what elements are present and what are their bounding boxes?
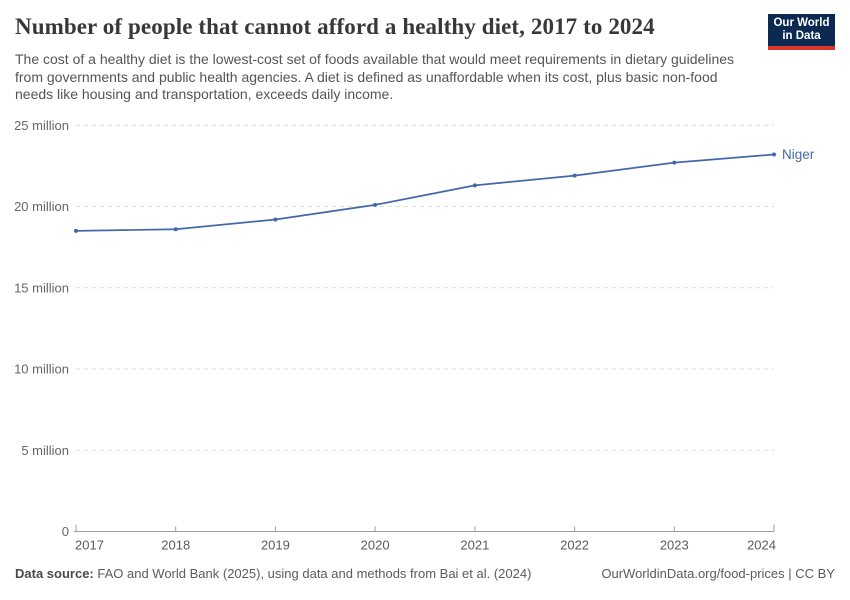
y-axis-tick-label: 25 million — [14, 118, 69, 133]
x-axis-label-2023: 2023 — [660, 538, 689, 553]
chart-footer: Data source: FAO and World Bank (2025), … — [15, 566, 835, 581]
owid-logo[interactable]: Our World in Data — [768, 14, 835, 50]
chart-subtitle: The cost of a healthy diet is the lowest… — [15, 51, 735, 103]
chart-header: Number of people that cannot afford a he… — [15, 14, 755, 104]
data-source-label: Data source: — [15, 566, 94, 581]
y-axis-tick-label: 10 million — [14, 362, 69, 377]
owid-logo-line2: in Data — [782, 30, 821, 42]
y-axis-tick-label: 20 million — [14, 199, 69, 214]
license-note[interactable]: OurWorldinData.org/food-prices | CC BY — [601, 566, 835, 581]
data-point-2022[interactable] — [572, 173, 577, 178]
x-axis-label-2018: 2018 — [161, 538, 190, 553]
series-end-label[interactable]: Niger — [782, 147, 815, 162]
line-chart[interactable]: 0 5 million 10 million 15 million 20 million… — [0, 105, 850, 575]
data-point-2024[interactable] — [772, 152, 776, 157]
x-axis-label-2024: 2024 — [747, 538, 776, 553]
x-axis-label-2017: 2017 — [75, 538, 104, 553]
license-text: OurWorldinData.org/food-prices | CC BY — [601, 566, 835, 581]
data-point-2020[interactable] — [373, 202, 378, 207]
data-point-2021[interactable] — [472, 183, 477, 188]
owid-logo-line1: Our World — [773, 17, 830, 29]
data-point-2023[interactable] — [672, 160, 677, 165]
x-axis-label-2021: 2021 — [460, 538, 489, 553]
data-point-2019[interactable] — [273, 217, 278, 222]
niger-line-series[interactable] — [75, 153, 775, 232]
data-source-text: FAO and World Bank (2025), using data an… — [97, 566, 532, 581]
y-axis-tick-label: 0 — [62, 524, 69, 539]
data-point-2017[interactable] — [74, 228, 78, 233]
x-axis-label-2020: 2020 — [361, 538, 390, 553]
x-axis-label-2019: 2019 — [261, 538, 290, 553]
y-axis-tick-label: 5 million — [21, 443, 69, 458]
data-source-note: Data source: FAO and World Bank (2025), … — [15, 566, 531, 581]
x-axis-label-2022: 2022 — [560, 538, 589, 553]
data-point-2018[interactable] — [173, 227, 178, 232]
page-title: Number of people that cannot afford a he… — [15, 14, 655, 39]
y-axis-tick-label: 15 million — [14, 280, 69, 295]
